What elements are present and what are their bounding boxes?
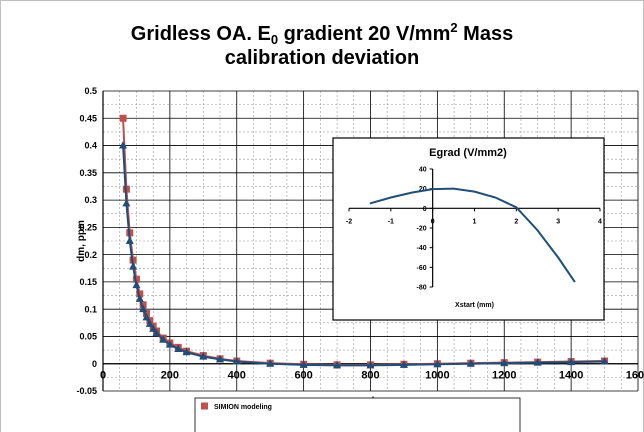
marker xyxy=(135,294,144,302)
title-part: Gridless OA. E xyxy=(131,23,271,45)
inset-frame xyxy=(332,137,605,321)
y-axis-label: dm, ppm xyxy=(76,220,87,262)
marker xyxy=(119,141,128,149)
y-tick-label: -0.05 xyxy=(76,386,97,396)
y-tick-label: 0.25 xyxy=(79,223,97,233)
title-part: 0 xyxy=(271,32,278,47)
marker xyxy=(122,198,131,207)
marker xyxy=(142,312,151,321)
marker xyxy=(145,319,154,327)
marker xyxy=(500,358,509,367)
y-tick-label: 20 xyxy=(419,186,427,193)
y-tick-label: -20 xyxy=(417,225,427,232)
y-tick-label: 0.3 xyxy=(84,195,97,205)
title-part: calibration deviation xyxy=(225,47,419,69)
y-tick-label: -80 xyxy=(417,284,427,291)
legend-frame xyxy=(194,397,521,432)
y-tick-label: 40 xyxy=(419,166,427,173)
chart-title: Gridless OA. E0 gradient 20 V/mm2 Mass ca… xyxy=(131,20,513,69)
y-tick-label: 0.2 xyxy=(84,250,97,260)
y-tick-label: 0.15 xyxy=(79,277,97,287)
marker xyxy=(433,359,442,368)
series-line xyxy=(369,187,576,283)
x-tick-label: 3 xyxy=(556,218,560,225)
marker xyxy=(132,280,141,289)
x-tick-label: 800 xyxy=(361,370,379,382)
x-tick-label: 1600 xyxy=(626,370,644,382)
y-tick-label: -60 xyxy=(417,265,427,272)
legend-marker xyxy=(201,402,208,410)
x-tick-label: 1000 xyxy=(425,370,449,382)
y-tick-label: 0.1 xyxy=(84,304,97,314)
title-part: 2 xyxy=(450,20,457,35)
marker xyxy=(366,360,375,369)
x-tick-label: 1 xyxy=(473,218,477,225)
x-tick-label: 1200 xyxy=(492,370,516,382)
marker xyxy=(182,347,191,356)
x-tick-label: 400 xyxy=(228,370,246,382)
inset-title: Egrad (V/mm2) xyxy=(429,147,507,159)
marker xyxy=(266,359,275,367)
y-tick-label: 0.5 xyxy=(84,86,97,96)
x-tick-label: 600 xyxy=(294,370,312,382)
marker xyxy=(466,359,475,367)
marker xyxy=(232,357,241,365)
marker xyxy=(125,236,134,244)
marker xyxy=(299,360,308,368)
marker xyxy=(600,357,609,365)
marker xyxy=(216,354,225,363)
y-tick-label: 0.35 xyxy=(79,168,97,178)
marker xyxy=(159,335,168,343)
marker xyxy=(333,360,342,369)
y-tick-label: 0.05 xyxy=(79,332,97,342)
marker xyxy=(152,328,161,337)
y-tick-label: -40 xyxy=(417,245,427,252)
y-tick-label: 0.4 xyxy=(84,141,97,151)
y-tick-label: 0 xyxy=(423,206,427,213)
x-tick-label: -1 xyxy=(388,218,394,225)
x-tick-label: 1400 xyxy=(559,370,583,382)
x-tick-label: 2 xyxy=(514,218,518,225)
x-tick-label: 4 xyxy=(598,218,602,225)
x-tick-label: -2 xyxy=(346,218,352,225)
legend-label: SIMION modeling xyxy=(214,404,272,411)
marker xyxy=(132,275,140,283)
marker xyxy=(199,352,208,360)
marker xyxy=(139,304,148,313)
title-part: Mass xyxy=(458,23,514,45)
x-tick-label: 200 xyxy=(161,370,179,382)
marker xyxy=(129,262,138,270)
marker xyxy=(165,340,174,348)
marker xyxy=(119,114,127,122)
title-part: gradient 20 V/mm xyxy=(278,23,450,45)
marker xyxy=(399,360,408,368)
y-tick-label: 0.45 xyxy=(79,113,97,123)
marker xyxy=(567,357,576,366)
marker xyxy=(174,344,183,352)
x-axis-label: Xstart (mm) xyxy=(455,302,494,309)
y-tick-label: 0 xyxy=(92,359,97,369)
marker xyxy=(533,358,542,366)
marker xyxy=(136,290,144,298)
marker xyxy=(149,324,158,332)
